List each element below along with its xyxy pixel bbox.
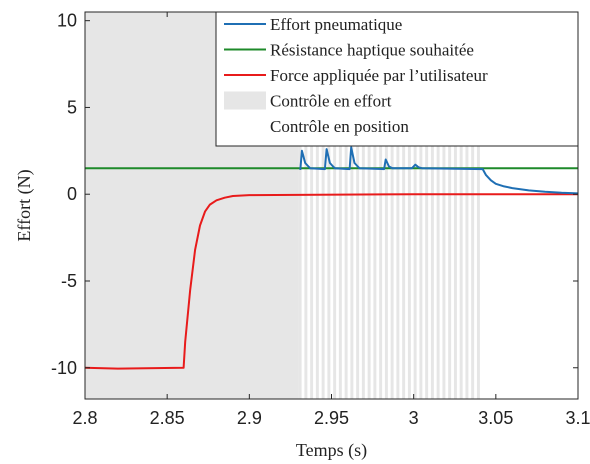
- legend-box: [215, 11, 579, 147]
- legend-label-force-appliquee-par-l-utilisateur: Force appliquée par l’utilisateur: [270, 66, 488, 85]
- legend-label-controle-en-position: Contrôle en position: [270, 117, 409, 136]
- effort-control-stripe: [384, 12, 388, 399]
- y-tick-label: 5: [67, 97, 77, 117]
- x-tick-label: 2.8: [72, 408, 97, 428]
- effort-control-stripe: [436, 12, 440, 399]
- effort-control-stripe: [327, 12, 331, 399]
- x-tick-label: 2.85: [150, 408, 185, 428]
- x-tick-label: 2.95: [314, 408, 349, 428]
- legend-label-controle-en-effort: Contrôle en effort: [270, 92, 392, 111]
- y-tick-label: -5: [61, 271, 77, 291]
- x-axis-label: Temps (s): [296, 440, 367, 461]
- effort-control-stripe: [465, 12, 469, 399]
- effort-control-stripe: [471, 12, 475, 399]
- y-axis-label: Effort (N): [14, 169, 35, 241]
- y-tick-label: -10: [51, 358, 77, 378]
- effort-control-stripe: [321, 12, 325, 399]
- x-tick-label: 3.05: [478, 408, 513, 428]
- x-tick-label: 2.9: [237, 408, 262, 428]
- effort-control-stripe: [338, 12, 342, 399]
- y-tick-label: 0: [67, 184, 77, 204]
- x-tick-label: 3.1: [565, 408, 590, 428]
- effort-control-stripe: [459, 12, 463, 399]
- effort-control-stripe: [407, 12, 411, 399]
- effort-control-stripe: [298, 12, 302, 399]
- legend-label-resistance-haptique-souhaitee: Résistance haptique souhaitée: [270, 41, 474, 60]
- series-line-force-appliquee-par-l-utilisateur: [84, 193, 578, 370]
- legend: Effort pneumatique Résistance haptique so…: [215, 11, 579, 147]
- effort-control-stripe: [356, 12, 360, 399]
- legend-swatch-controle-en-position: [224, 117, 266, 135]
- effort-control-stripe: [390, 12, 394, 399]
- effort-control-stripe: [402, 12, 406, 399]
- series-layer: [84, 146, 579, 370]
- effort-control-stripe: [344, 12, 348, 399]
- ticks-layer: 2.8 2.85 2.9 2.95 3 3.05 3.1 -10 -5 0 5 10: [51, 11, 590, 428]
- effort-control-stripe: [476, 12, 480, 399]
- effort-control-stripe: [304, 12, 308, 399]
- effort-control-stripe: [315, 12, 319, 399]
- effort-control-stripe: [361, 12, 365, 399]
- effort-control-stripe: [430, 12, 434, 399]
- effort-control-stripe: [379, 12, 383, 399]
- effort-control-stripe: [448, 12, 452, 399]
- effort-control-stripe: [442, 12, 446, 399]
- y-tick-label: 10: [57, 11, 77, 31]
- effort-control-stripe: [333, 12, 337, 399]
- x-tick-label: 3: [409, 408, 419, 428]
- effort-control-stripe: [396, 12, 400, 399]
- series-line-effort-pneumatique: [299, 146, 579, 195]
- effort-control-stripe: [373, 12, 377, 399]
- legend-swatch-controle-en-effort: [224, 91, 266, 110]
- effort-control-stripe: [413, 12, 417, 399]
- effort-control-stripe: [425, 12, 429, 399]
- legend-label-effort-pneumatique: Effort pneumatique: [270, 15, 402, 34]
- effort-control-stripe: [419, 12, 423, 399]
- effort-control-stripe: [350, 12, 354, 399]
- effort-control-stripe: [367, 12, 371, 399]
- effort-control-stripe: [453, 12, 457, 399]
- effort-control-stripe: [310, 12, 314, 399]
